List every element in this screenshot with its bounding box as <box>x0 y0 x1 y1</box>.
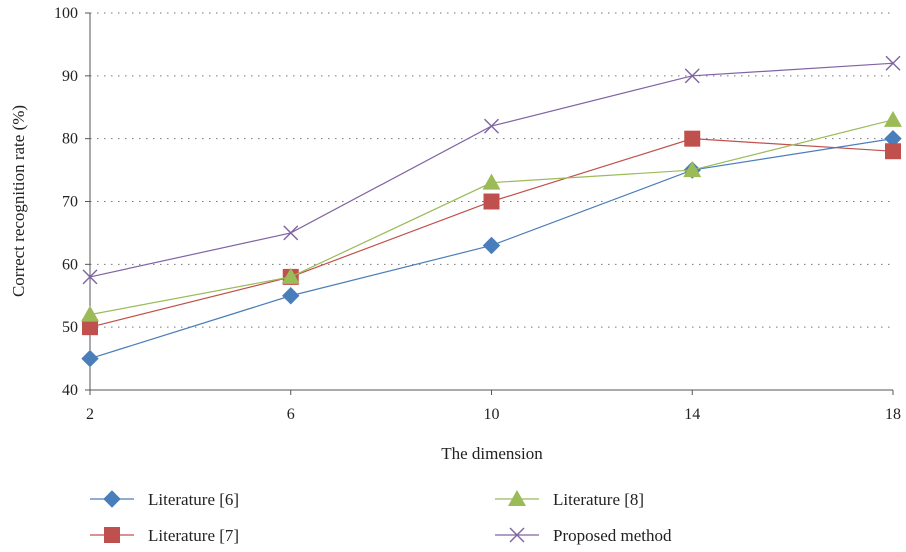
data-point <box>82 269 98 285</box>
legend: Literature [6] Literature [7] Literature [… <box>90 490 672 545</box>
series-2 <box>82 130 901 336</box>
legend-item: Literature [7] <box>90 526 239 545</box>
legend-label: Literature [8] <box>553 490 644 509</box>
data-point <box>282 287 300 305</box>
legend-label: Literature [7] <box>148 526 239 545</box>
data-point <box>81 349 99 368</box>
data-point <box>684 68 700 84</box>
data-point <box>884 110 902 127</box>
legend-item: Proposed method <box>495 526 672 545</box>
data-point <box>281 267 300 284</box>
y-tick-label: 60 <box>62 256 78 273</box>
legend-marker <box>509 527 525 543</box>
gridlines <box>90 12 893 328</box>
y-tick-label: 50 <box>62 319 78 336</box>
series-line <box>89 119 894 316</box>
y-tick-label: 100 <box>54 5 78 22</box>
series-1 <box>81 129 902 368</box>
data-point <box>885 55 901 71</box>
data-point <box>482 236 501 255</box>
legend-marker <box>508 490 526 506</box>
data-point <box>684 130 701 147</box>
x-tick-label: 14 <box>684 406 700 423</box>
data-point <box>484 118 499 134</box>
y-tick-label: 40 <box>62 382 78 399</box>
legend-item: Literature [8] <box>495 490 644 509</box>
legend-label: Literature [6] <box>148 490 239 509</box>
y-tick-label: 80 <box>62 131 78 148</box>
data-point <box>483 193 500 210</box>
y-axis-title: Correct recognition rate (%) <box>9 105 28 297</box>
data-point <box>885 143 901 160</box>
data-point <box>482 173 501 190</box>
data-point <box>82 319 98 336</box>
data-point <box>283 225 299 241</box>
y-tick-labels: 40 50 60 70 80 90 100 <box>54 5 90 399</box>
legend-label: Proposed method <box>553 526 672 545</box>
series-group <box>81 55 902 368</box>
y-tick-label: 90 <box>62 68 78 85</box>
series-line <box>89 138 894 328</box>
x-tick-label: 10 <box>484 406 500 423</box>
y-tick-label: 70 <box>62 194 78 211</box>
legend-marker <box>103 490 121 508</box>
legend-marker <box>104 527 120 543</box>
x-tick-label: 6 <box>287 406 295 423</box>
x-axis-title: The dimension <box>441 444 543 463</box>
series-3 <box>81 110 902 322</box>
x-tick-label: 18 <box>885 406 901 423</box>
x-tick-label: 2 <box>86 406 94 423</box>
legend-item: Literature [6] <box>90 490 239 509</box>
data-point <box>81 305 99 322</box>
x-tick-labels: 2 6 10 14 18 <box>86 390 901 423</box>
series-4 <box>82 55 901 285</box>
data-point <box>683 161 702 178</box>
